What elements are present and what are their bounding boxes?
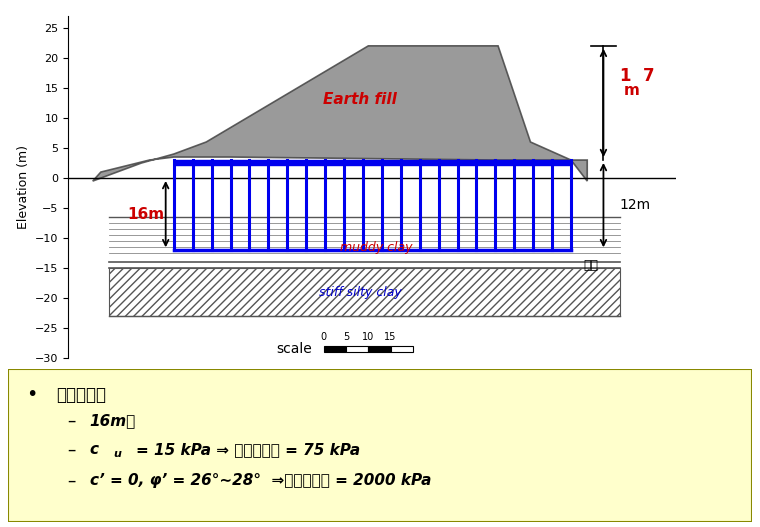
Text: 12m: 12m xyxy=(619,198,651,212)
FancyBboxPatch shape xyxy=(8,369,752,522)
Text: 淤泥质粘土: 淤泥质粘土 xyxy=(56,386,106,404)
Text: Earth fill: Earth fill xyxy=(323,92,397,108)
Text: muddy clay: muddy clay xyxy=(340,241,413,253)
Text: 0: 0 xyxy=(321,331,327,341)
Bar xyxy=(391,346,413,353)
Text: scale: scale xyxy=(276,343,312,356)
Text: stiff silty clay: stiff silty clay xyxy=(319,286,401,299)
Text: c’ = 0, φ’ = 26°∼28°  ⇒地基承载力 = 2000 kPa: c’ = 0, φ’ = 26°∼28° ⇒地基承载力 = 2000 kPa xyxy=(90,473,431,488)
Text: 10: 10 xyxy=(363,331,375,341)
Text: •: • xyxy=(26,385,37,404)
Text: –: – xyxy=(67,472,75,490)
Text: 砂井: 砂井 xyxy=(583,259,598,272)
Bar xyxy=(369,346,391,353)
Text: 5: 5 xyxy=(343,331,349,341)
Text: u: u xyxy=(113,450,122,460)
Bar xyxy=(324,346,346,353)
Bar xyxy=(174,160,571,165)
Text: c: c xyxy=(90,442,99,457)
Text: 1  7: 1 7 xyxy=(619,67,654,85)
Text: 16m厚: 16m厚 xyxy=(90,413,136,428)
Text: m: m xyxy=(624,83,640,99)
Text: –: – xyxy=(67,441,75,459)
Text: –: – xyxy=(67,412,75,430)
Bar xyxy=(346,346,369,353)
Polygon shape xyxy=(93,46,587,181)
Text: 15: 15 xyxy=(385,331,397,341)
Polygon shape xyxy=(109,268,619,316)
Y-axis label: Elevation (m): Elevation (m) xyxy=(17,145,30,229)
Text: 16m: 16m xyxy=(127,207,164,222)
Text: = 15 kPa ⇒ 地基承载力 = 75 kPa: = 15 kPa ⇒ 地基承载力 = 75 kPa xyxy=(136,442,359,457)
